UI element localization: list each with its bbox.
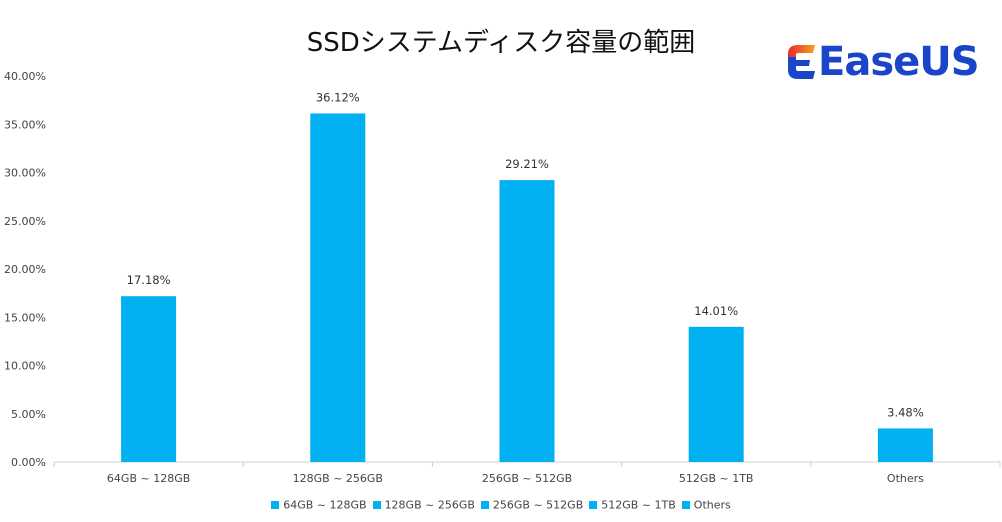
x-tick-label: Others: [887, 472, 924, 485]
x-tick-label: 256GB ~ 512GB: [482, 472, 572, 485]
bar: [688, 326, 744, 462]
y-tick-label: 30.00%: [4, 167, 46, 180]
data-label: 29.21%: [505, 157, 549, 171]
x-axis: 64GB ~ 128GB 128GB ~ 256GB 256GB ~ 512GB 51…: [53, 461, 1001, 485]
y-axis: 0.00% 5.00% 10.00% 15.00% 20.00% 25.00% 30.00%…: [4, 70, 46, 469]
y-tick-label: 35.00%: [4, 118, 46, 131]
data-label: 3.48%: [887, 405, 924, 419]
bar: [499, 180, 555, 462]
x-tick-label: 128GB ~ 256GB: [293, 472, 383, 485]
y-tick-label: 10.00%: [4, 360, 46, 373]
easeus-logo-mark: [788, 45, 815, 79]
legend-swatch: [271, 501, 280, 509]
y-tick-label: 0.00%: [11, 456, 46, 469]
y-tick-label: 20.00%: [4, 263, 46, 276]
legend-label: 128GB ~ 256GB: [384, 498, 475, 512]
data-label: 36.12%: [316, 90, 360, 104]
data-label: 14.01%: [694, 304, 738, 318]
legend-item: 128GB ~ 256GB: [372, 498, 475, 512]
bar: [877, 428, 933, 462]
legend-label: Others: [693, 498, 731, 512]
x-tick-label: 512GB ~ 1TB: [679, 472, 754, 485]
legend-swatch: [480, 501, 489, 509]
legend-label: 512GB ~ 1TB: [601, 498, 676, 512]
data-label: 17.18%: [127, 273, 171, 287]
legend-swatch: [372, 501, 381, 509]
legend-swatch: [681, 501, 690, 509]
legend-item: 256GB ~ 512GB: [480, 498, 584, 512]
easeus-logo-text: EaseUS: [818, 39, 980, 85]
legend-item: 512GB ~ 1TB: [589, 498, 676, 512]
legend: 64GB ~ 128GB 128GB ~ 256GB 256GB ~ 512GB 51…: [0, 498, 1002, 512]
legend-swatch: [589, 501, 598, 509]
y-tick-label: 40.00%: [4, 70, 46, 83]
x-tick-label: 64GB ~ 128GB: [107, 472, 190, 485]
bar: [121, 296, 177, 462]
easeus-logo: EaseUS: [786, 36, 980, 88]
y-tick-label: 15.00%: [4, 311, 46, 324]
legend-label: 64GB ~ 128GB: [283, 498, 367, 512]
y-tick-label: 5.00%: [11, 408, 46, 421]
y-tick-label: 25.00%: [4, 215, 46, 228]
data-labels: 17.18% 36.12% 29.21% 14.01% 3.48%: [127, 90, 924, 419]
legend-item: Others: [681, 498, 731, 512]
chart-title: SSDシステムディスク容量の範囲: [306, 28, 696, 58]
legend-label: 256GB ~ 512GB: [492, 498, 584, 512]
bars: [121, 113, 933, 462]
bar: [310, 113, 366, 462]
legend-item: 64GB ~ 128GB: [271, 498, 367, 512]
